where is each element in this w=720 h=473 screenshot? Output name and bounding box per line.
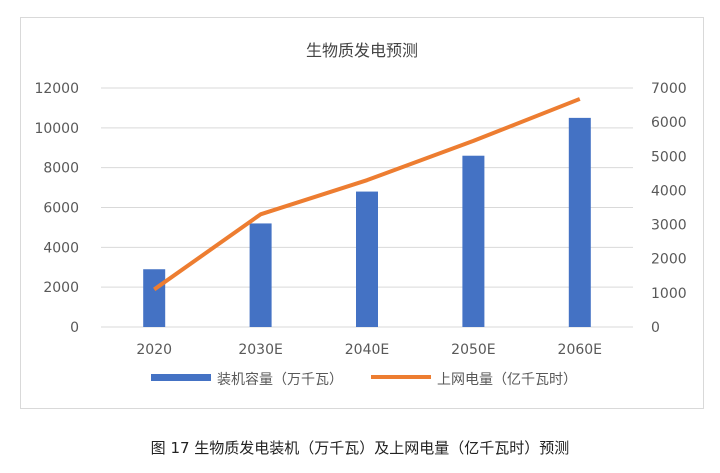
figure-caption: 图 17 生物质发电装机（万千瓦）及上网电量（亿千瓦时）预测	[150, 439, 570, 457]
bar	[356, 191, 378, 327]
x-tick-label: 2060E	[558, 342, 602, 358]
legend-bar-label: 装机容量（万千瓦）	[217, 371, 343, 388]
y-right-tick-label: 1000	[651, 286, 687, 302]
bar	[568, 117, 591, 327]
legend-line-label: 上网电量（亿千瓦时）	[437, 372, 577, 388]
y-right-tick-label: 4000	[651, 183, 687, 199]
x-tick-label: 2030E	[238, 342, 282, 358]
x-tick-label: 2040E	[345, 342, 389, 358]
chart-title: 生物质发电预测	[306, 41, 418, 60]
y-right-tick-label: 7000	[651, 81, 687, 97]
chart: 生物质发电预测 0 2000 4000 6000 8000 10000 12000 0 1000 2…	[34, 41, 687, 388]
y-left-tick-label: 6000	[43, 201, 79, 217]
y-left-tick-label: 2000	[43, 280, 79, 296]
y-left-tick-label: 8000	[43, 161, 79, 177]
y-right-tick-label: 0	[651, 320, 660, 336]
y-right-tick-label: 6000	[651, 115, 687, 131]
y-left-tick-label: 0	[70, 320, 79, 336]
x-tick-label: 2050E	[451, 342, 495, 358]
bar	[143, 269, 166, 327]
y-right-tick-label: 2000	[651, 252, 687, 268]
chart-frame: 生物质发电预测 0 2000 4000 6000 8000 10000 12000 0 1000 2…	[20, 17, 704, 409]
y-left-tick-label: 12000	[34, 81, 79, 97]
bar	[462, 155, 485, 327]
legend-bar-swatch	[151, 374, 211, 381]
y-right-tick-label: 3000	[651, 218, 687, 234]
y-right-tick-label: 5000	[651, 149, 687, 165]
y-left-tick-label: 4000	[43, 240, 79, 256]
y-left-tick-label: 10000	[34, 121, 79, 137]
x-tick-label: 2020	[136, 342, 172, 358]
bar	[249, 223, 272, 327]
